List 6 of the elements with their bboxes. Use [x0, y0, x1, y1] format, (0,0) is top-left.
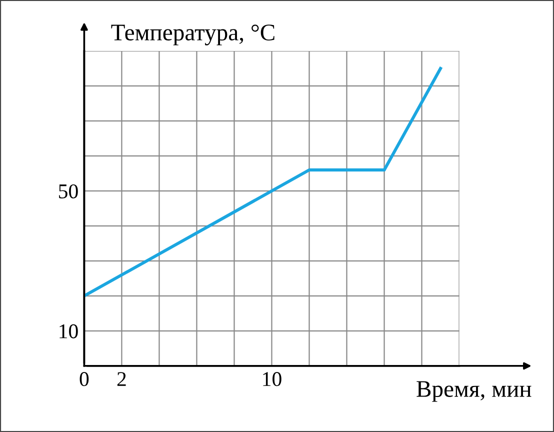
- y-axis-title: Температура, °C: [111, 24, 274, 46]
- x-axis-title: Время, мин: [416, 381, 532, 402]
- x-tick-label: 0: [80, 372, 89, 386]
- y-tick-label: 50: [59, 184, 78, 198]
- x-tick-label: 2: [117, 372, 126, 386]
- x-tick-label: 10: [263, 372, 282, 386]
